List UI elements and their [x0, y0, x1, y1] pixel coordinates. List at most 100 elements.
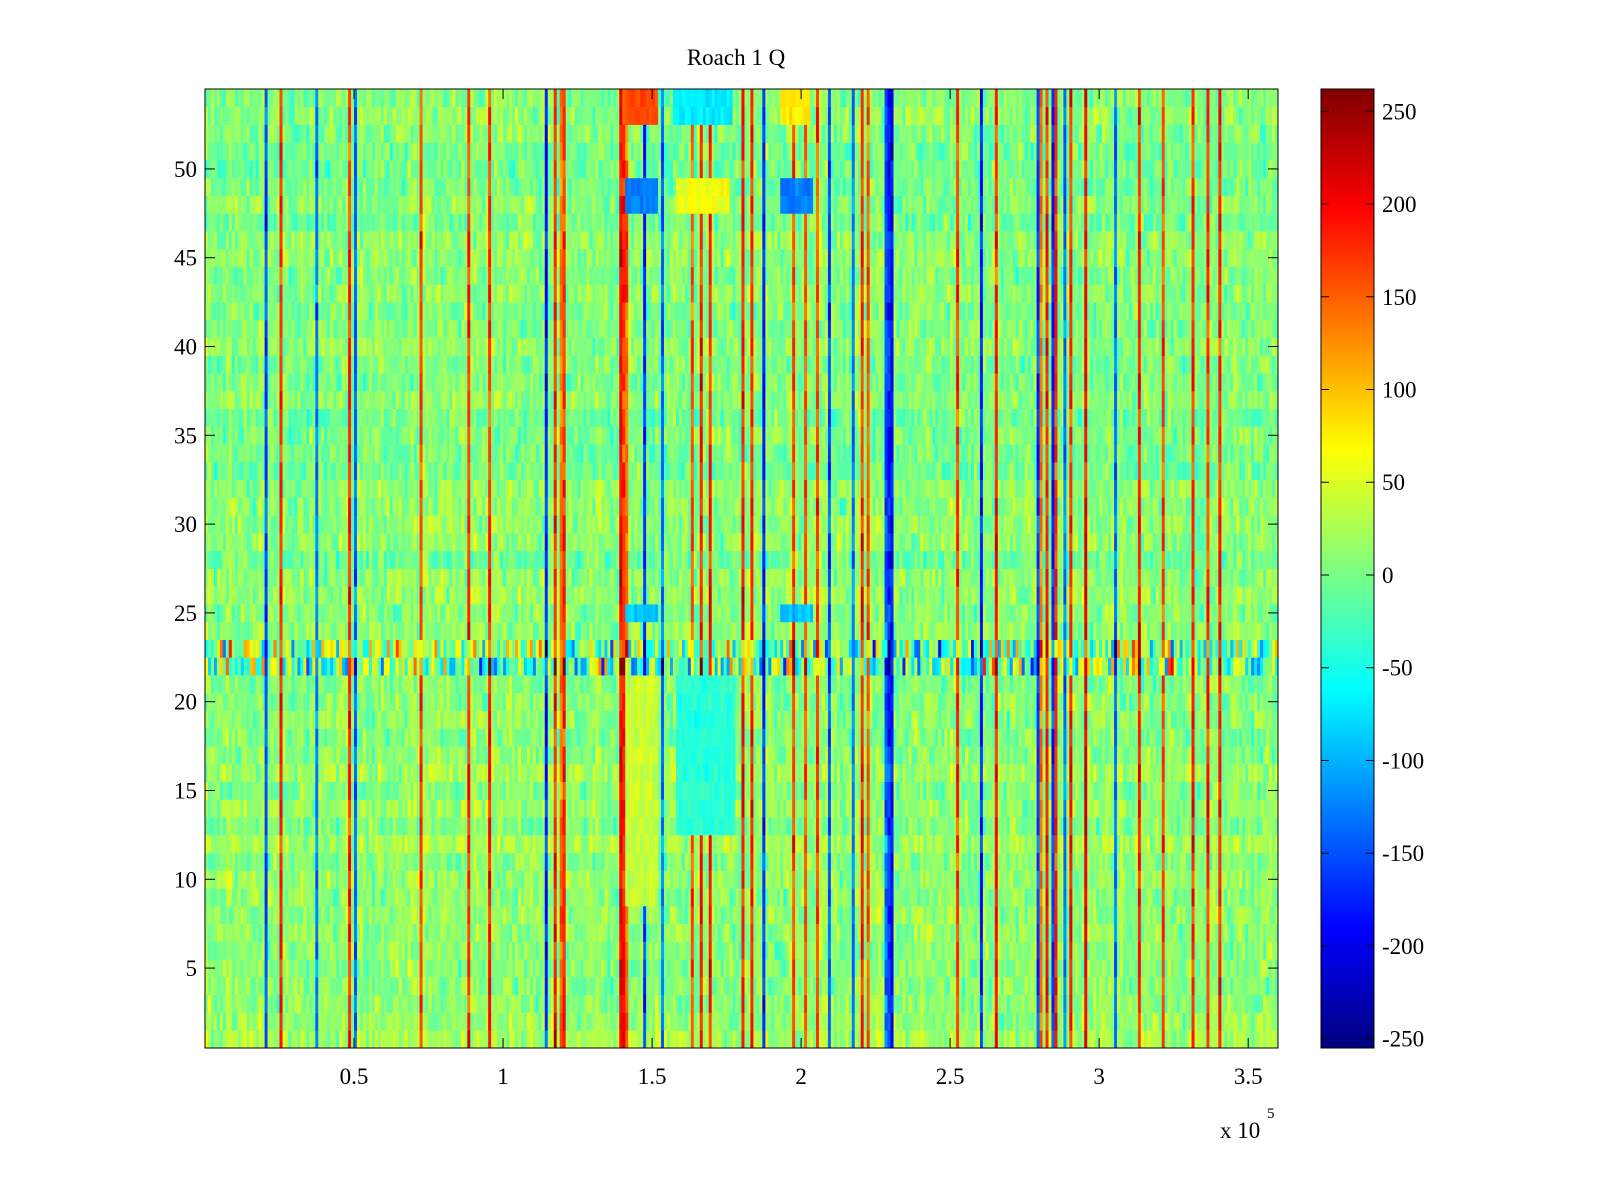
heatmap-cell: [676, 799, 679, 817]
heatmap-cell: [747, 941, 750, 959]
heatmap-cell: [971, 959, 974, 977]
heatmap-cell: [667, 835, 670, 853]
heatmap-cell: [998, 941, 1001, 959]
heatmap-cell: [521, 1012, 524, 1030]
heatmap-cell: [396, 906, 399, 924]
heatmap-cell: [1150, 1012, 1153, 1030]
heatmap-cell: [777, 1030, 780, 1048]
heatmap-cell: [786, 941, 789, 959]
heatmap-cell: [259, 906, 262, 924]
heatmap-cell: [1260, 906, 1263, 924]
heatmap-cell: [461, 995, 464, 1013]
heatmap-cell: [721, 959, 724, 977]
heatmap-cell: [840, 906, 843, 924]
heatmap-cell: [870, 853, 873, 871]
heatmap-cell: [303, 1030, 306, 1048]
heatmap-cell: [759, 941, 762, 959]
heatmap-cell: [1010, 977, 1013, 995]
heatmap-cell: [378, 941, 381, 959]
heatmap-cell: [870, 924, 873, 942]
heatmap-cell: [1171, 1012, 1174, 1030]
heatmap-cell: [449, 799, 452, 817]
heatmap-cell: [1123, 977, 1126, 995]
heatmap-cell: [634, 799, 637, 817]
heatmap-cell: [640, 870, 643, 888]
heatmap-cell: [533, 799, 536, 817]
heatmap-cell: [518, 995, 521, 1013]
heatmap-cell: [443, 888, 446, 906]
heatmap-cell: [1135, 959, 1138, 977]
heatmap-cell: [1242, 835, 1245, 853]
heatmap-cell: [318, 853, 321, 871]
heatmap-cell: [1072, 835, 1075, 853]
heatmap-cell: [670, 1030, 673, 1048]
heatmap-cell: [721, 888, 724, 906]
heatmap-cell: [932, 941, 935, 959]
heatmap-cell: [1156, 888, 1159, 906]
heatmap-cell: [500, 817, 503, 835]
heatmap-cell: [971, 1012, 974, 1030]
heatmap-cell: [792, 1030, 795, 1048]
heatmap-cell: [205, 817, 208, 835]
heatmap-cell: [357, 995, 360, 1013]
heatmap-cell: [807, 888, 810, 906]
heatmap-cell: [297, 1012, 300, 1030]
heatmap-cell: [622, 959, 625, 977]
heatmap-cell: [843, 1030, 846, 1048]
heatmap-cell: [271, 924, 274, 942]
heatmap-cell: [393, 924, 396, 942]
heatmap-cell: [694, 995, 697, 1013]
heatmap-cell: [604, 924, 607, 942]
heatmap-cell: [1227, 995, 1230, 1013]
heatmap-cell: [747, 835, 750, 853]
heatmap-cell: [512, 888, 515, 906]
heatmap-cell: [679, 924, 682, 942]
heatmap-cell: [1129, 817, 1132, 835]
heatmap-plot-area: [205, 89, 1278, 1048]
heatmap-cell: [849, 799, 852, 817]
heatmap-cell: [894, 1030, 897, 1048]
heatmap-cell: [747, 1030, 750, 1048]
heatmap-cell: [572, 924, 575, 942]
heatmap-cell: [1221, 1030, 1224, 1048]
heatmap-cell: [1266, 995, 1269, 1013]
heatmap-cell: [852, 995, 855, 1013]
heatmap-cell: [712, 853, 715, 871]
heatmap-cell: [393, 1030, 396, 1048]
heatmap-cell: [315, 995, 318, 1013]
heatmap-cell: [509, 977, 512, 995]
heatmap-cell: [291, 977, 294, 995]
heatmap-cell: [896, 817, 899, 835]
heatmap-cell: [795, 835, 798, 853]
heatmap-cell: [962, 959, 965, 977]
heatmap-cell: [211, 1012, 214, 1030]
heatmap-cell: [357, 977, 360, 995]
heatmap-cell: [1031, 977, 1034, 995]
heatmap-cell: [995, 853, 998, 871]
heatmap-cell: [512, 995, 515, 1013]
heatmap-cell: [509, 906, 512, 924]
heatmap-cell: [330, 799, 333, 817]
heatmap-cell: [1001, 799, 1004, 817]
heatmap-cell: [1174, 995, 1177, 1013]
heatmap-cell: [795, 870, 798, 888]
heatmap-cell: [992, 995, 995, 1013]
heatmap-cell: [989, 924, 992, 942]
heatmap-cell: [539, 906, 542, 924]
heatmap-cell: [1206, 888, 1209, 906]
heatmap-cell: [843, 959, 846, 977]
heatmap-cell: [211, 888, 214, 906]
heatmap-cell: [646, 1012, 649, 1030]
heatmap-cell: [1051, 1012, 1054, 1030]
heatmap-cell: [1034, 1030, 1037, 1048]
heatmap-cell: [443, 817, 446, 835]
heatmap-cell: [1203, 941, 1206, 959]
heatmap-cell: [1126, 995, 1129, 1013]
heatmap-cell: [962, 1012, 965, 1030]
heatmap-cell: [369, 817, 372, 835]
heatmap-cell: [360, 799, 363, 817]
heatmap-cell: [721, 1012, 724, 1030]
heatmap-cell: [613, 1030, 616, 1048]
heatmap-cell: [470, 888, 473, 906]
heatmap-cell: [423, 1030, 426, 1048]
